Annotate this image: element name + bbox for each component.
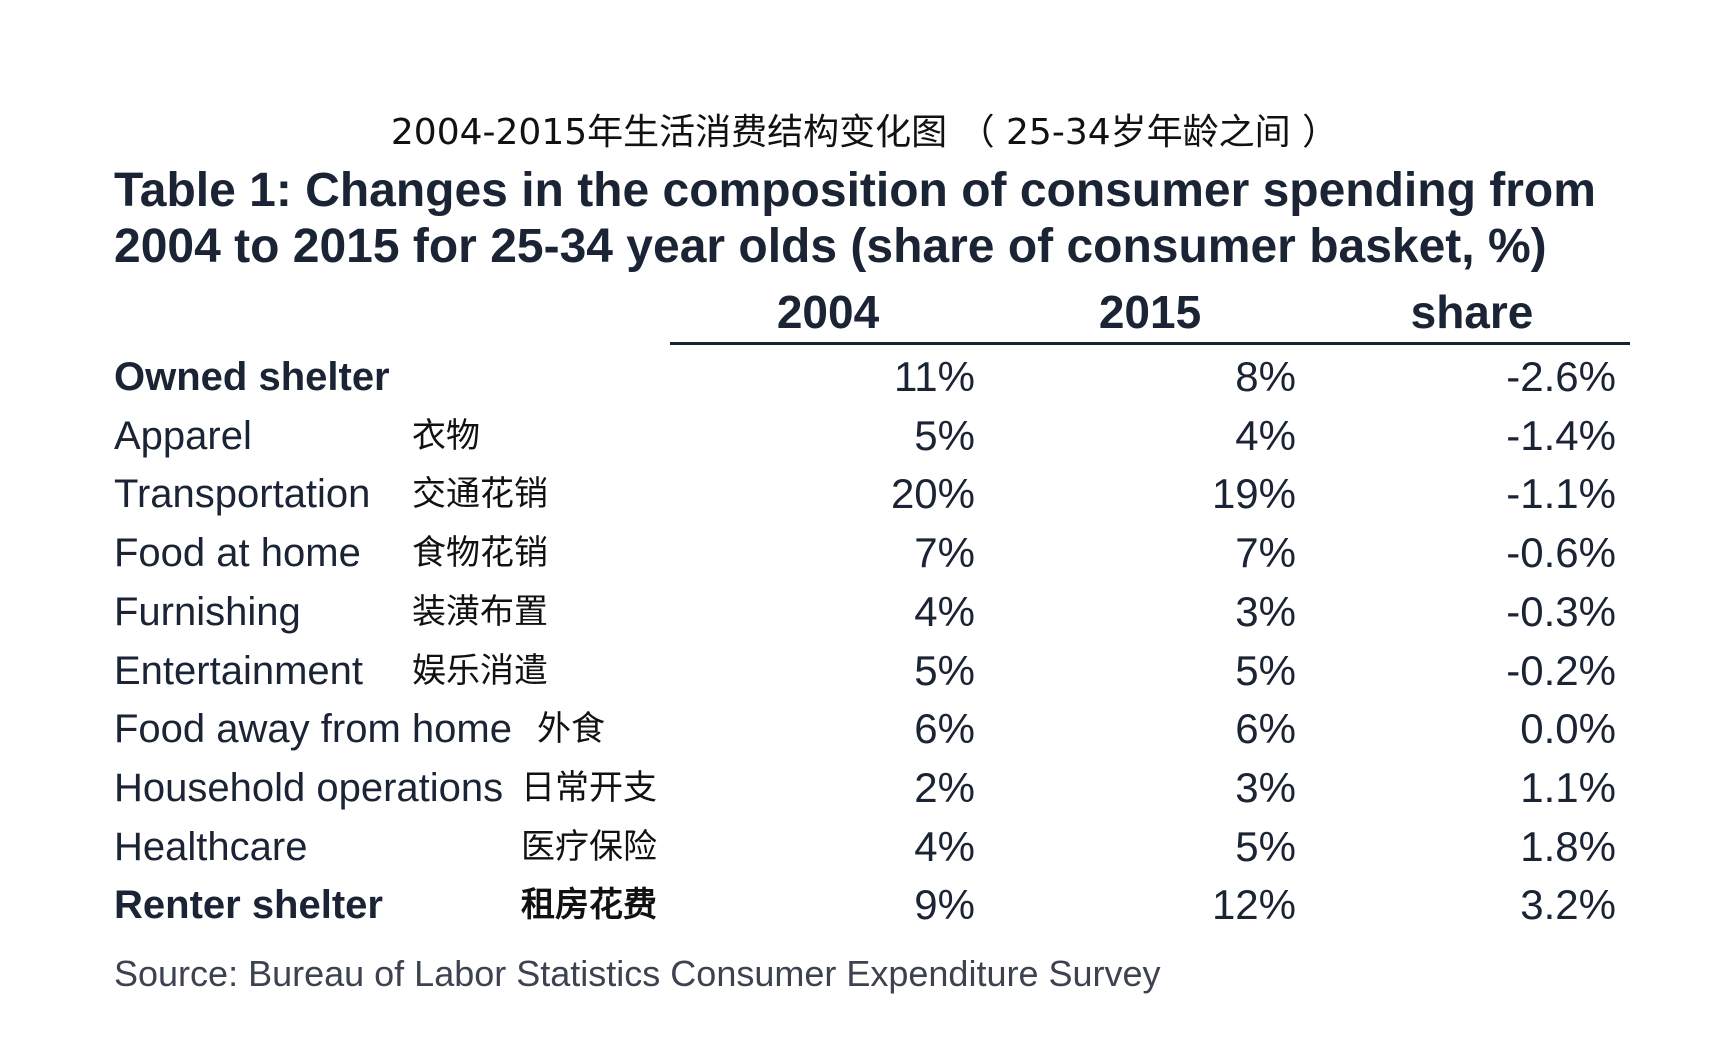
row-label: Household operations	[114, 765, 504, 810]
cell-v2004: 6%	[914, 705, 975, 753]
row-label: Healthcare	[114, 824, 308, 869]
cell-v2015: 6%	[1235, 705, 1296, 753]
row-label: Apparel	[114, 413, 252, 458]
row-label: Food at home	[114, 531, 361, 576]
table-row: Food at home 食物花销 7% 7% -0.6%	[0, 524, 1729, 582]
cell-v2004: 9%	[914, 881, 975, 929]
cell-share: -2.6%	[1506, 353, 1616, 400]
chinese-title: 2004-2015年生活消费结构变化图 （ 25-34岁年龄之间 ）	[390, 112, 1339, 153]
table-row: Owned shelter 11% 8% -2.6%	[0, 348, 1729, 406]
cell-share: -1.4%	[1506, 411, 1616, 459]
cell-v2015: 19%	[1211, 470, 1296, 518]
cell-v2004: 7%	[914, 529, 975, 577]
table-row: Transportation 交通花销 20% 19% -1.1%	[0, 465, 1729, 523]
source-note: Source: Bureau of Labor Statistics Consu…	[114, 953, 1161, 994]
cell-v2015: 12%	[1211, 881, 1296, 929]
cell-share: 0.0%	[1520, 705, 1616, 753]
row-label: Transportation	[114, 472, 371, 517]
cell-v2004: 4%	[914, 822, 975, 870]
table-row: Healthcare 医疗保险 4% 5% 1.8%	[0, 818, 1729, 876]
cell-v2015: 3%	[1235, 587, 1296, 635]
cell-v2015: 5%	[1235, 822, 1296, 870]
cell-v2015: 4%	[1235, 411, 1296, 459]
cell-v2004: 4%	[914, 587, 975, 635]
row-label: Entertainment	[114, 648, 364, 693]
row-label-chinese: 医疗保险	[521, 826, 657, 867]
cell-share: -0.3%	[1506, 587, 1616, 635]
header-rule	[670, 342, 1630, 345]
table-title: Table 1: Changes in the composition of c…	[114, 164, 1596, 273]
cell-v2015: 8%	[1235, 353, 1296, 400]
row-label-chinese: 租房花费	[521, 885, 657, 926]
column-header-2015: 2015	[1098, 286, 1202, 338]
cell-v2004: 2%	[914, 763, 975, 811]
row-label-chinese: 外食	[537, 709, 605, 750]
row-label-chinese: 食物花销	[412, 533, 548, 574]
cell-share: -0.2%	[1506, 646, 1616, 694]
column-header-share: share	[1410, 286, 1534, 338]
cell-v2015: 5%	[1235, 646, 1296, 694]
cell-share: 1.8%	[1520, 822, 1616, 870]
table-row: Food away from home 外食 6% 6% 0.0%	[0, 700, 1729, 758]
table-row: Apparel 衣物 5% 4% -1.4%	[0, 407, 1729, 465]
cell-share: -0.6%	[1506, 529, 1616, 577]
cell-v2004: 5%	[914, 411, 975, 459]
row-label: Furnishing	[114, 589, 301, 634]
row-label: Food away from home	[114, 707, 512, 752]
cell-v2004: 20%	[890, 470, 975, 518]
row-label: Renter shelter	[114, 883, 383, 928]
table-row: Entertainment 娱乐消遣 5% 5% -0.2%	[0, 642, 1729, 700]
table-row: Renter shelter 租房花费 9% 12% 3.2%	[0, 876, 1729, 934]
cell-share: 1.1%	[1520, 763, 1616, 811]
row-label-chinese: 交通花销	[412, 474, 548, 515]
cell-v2015: 3%	[1235, 763, 1296, 811]
row-label-chinese: 娱乐消遣	[412, 650, 548, 691]
cell-v2015: 7%	[1235, 529, 1296, 577]
row-label-chinese: 衣物	[412, 415, 480, 456]
cell-v2004: 11%	[894, 353, 975, 400]
cell-v2004: 5%	[914, 646, 975, 694]
row-label-chinese: 装潢布置	[412, 591, 548, 632]
table-row: Furnishing 装潢布置 4% 3% -0.3%	[0, 583, 1729, 641]
column-header-2004: 2004	[776, 286, 880, 338]
table-row: Household operations 日常开支 2% 3% 1.1%	[0, 759, 1729, 817]
cell-share: 3.2%	[1520, 881, 1616, 929]
cell-share: -1.1%	[1506, 470, 1616, 518]
row-label: Owned shelter	[114, 355, 390, 399]
row-label-chinese: 日常开支	[521, 767, 657, 808]
